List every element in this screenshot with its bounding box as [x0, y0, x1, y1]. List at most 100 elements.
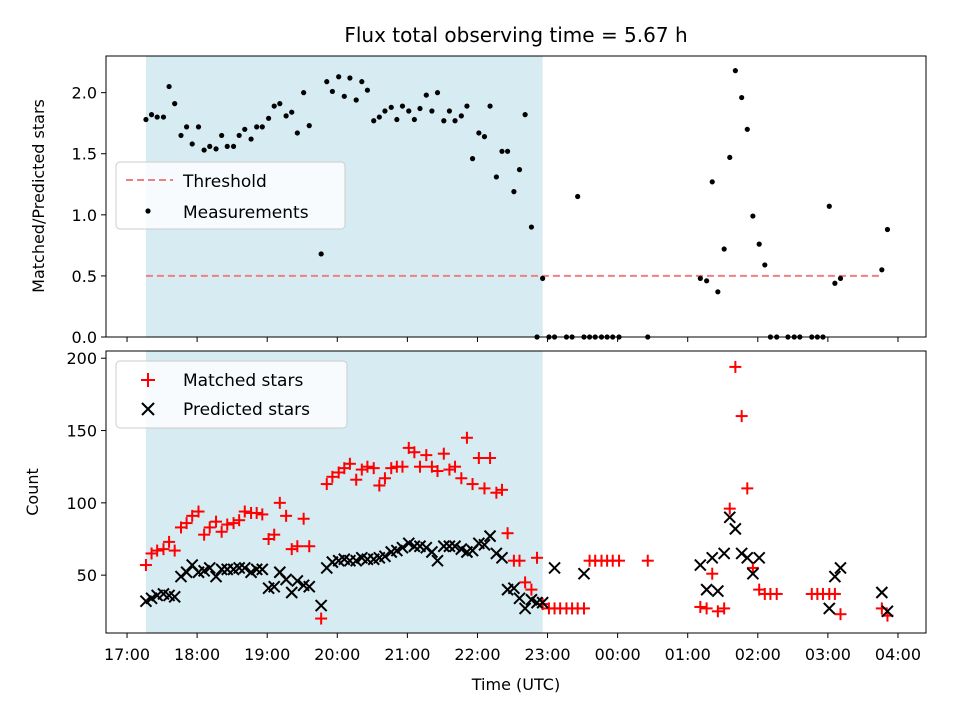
matched-star-point — [285, 543, 298, 556]
matched-star-point — [741, 482, 754, 495]
matched-star-point — [408, 446, 421, 459]
measurement-point — [178, 132, 184, 139]
predicted-star-point — [881, 605, 894, 618]
measurement-point — [371, 118, 377, 124]
predicted-star-point — [180, 566, 193, 579]
matched-star-point — [460, 431, 473, 444]
top-y-ticks: 0.0 0.5 1.0 1.5 2.0 — [72, 84, 106, 347]
matched-star-point — [834, 608, 847, 621]
matched-star-point — [256, 508, 269, 521]
measurement-point — [347, 75, 353, 81]
measurement-point — [458, 113, 464, 119]
measurement-point — [826, 203, 832, 209]
predicted-star-point — [706, 551, 719, 565]
predicted-star-point — [443, 540, 456, 553]
x-tick-label: 18:00 — [174, 645, 220, 664]
measurement-point — [376, 114, 382, 120]
matched-star-point — [139, 559, 152, 572]
bottom-x-ticks: 17:00 18:00 19:00 20:00 21:00 22:00 23:00 00:00… — [104, 633, 921, 664]
matched-star-point — [355, 463, 368, 476]
matched-star-point — [297, 512, 310, 525]
predicted-star-point — [717, 547, 731, 560]
predicted-star-point — [723, 511, 736, 524]
predicted-star-point — [314, 599, 328, 612]
matched-star-point — [186, 509, 199, 522]
measurement-point — [195, 124, 202, 130]
y-tick-label: 200 — [66, 349, 97, 368]
matched-star-point — [180, 517, 193, 530]
matched-star-point — [828, 587, 841, 600]
measurement-point — [762, 262, 768, 268]
bottom-y-ticks: 50 100 150 200 — [66, 349, 106, 585]
measurement-point — [697, 275, 703, 281]
measurement-point — [336, 74, 342, 80]
matched-star-point — [490, 486, 503, 499]
predicted-star-point — [291, 574, 304, 588]
matched-star-point — [145, 547, 158, 560]
y-tick-label: 0.5 — [72, 267, 97, 286]
measurement-point — [236, 132, 242, 139]
measurement-point — [522, 112, 528, 118]
measurement-point — [154, 114, 160, 120]
measurement-point — [417, 105, 423, 112]
x-tick-label: 22:00 — [454, 645, 500, 664]
measurement-point — [429, 108, 435, 114]
measurement-point — [394, 116, 400, 123]
measurement-point — [423, 92, 429, 98]
measurement-point — [166, 83, 172, 90]
matched-star-point — [723, 502, 736, 515]
matched-star-point — [746, 561, 759, 574]
measurement-point — [832, 280, 838, 286]
matched-star-point — [320, 478, 333, 491]
predicted-star-point — [828, 570, 842, 583]
measurement-point — [207, 143, 213, 150]
predicted-star-point — [256, 563, 269, 576]
measurement-point — [481, 134, 488, 140]
measurement-point — [359, 79, 365, 85]
matched-star-point — [706, 567, 719, 580]
top-x-ticks — [126, 337, 899, 342]
measurement-point — [540, 275, 546, 281]
predicted-star-point — [267, 580, 281, 593]
matched-star-point — [431, 465, 444, 478]
top-panel: 0.0 0.5 1.0 1.5 2.0 Flux total observing tim… — [29, 23, 927, 347]
y-tick-label: 1.5 — [72, 145, 97, 164]
matched-star-point — [250, 506, 263, 519]
measurement-point — [382, 108, 388, 114]
measurement-point — [213, 146, 219, 152]
predicted-star-point — [209, 570, 223, 583]
matched-star-point — [466, 478, 479, 491]
measurement-point — [709, 179, 715, 185]
measurement-point — [721, 246, 727, 252]
matched-star-point — [700, 602, 713, 615]
matched-star-point — [203, 521, 216, 534]
x-tick-label: 21:00 — [384, 645, 430, 664]
measurement-point — [160, 114, 167, 120]
predicted-star-point — [478, 538, 491, 551]
matched-star-point — [718, 602, 731, 615]
legend-threshold-label: Threshold — [182, 172, 267, 192]
predicted-star-point — [700, 583, 713, 596]
measurement-point — [406, 108, 412, 114]
measurement-point — [254, 124, 260, 130]
matched-star-point — [711, 605, 724, 618]
matched-star-point — [641, 554, 654, 567]
measurement-point — [230, 143, 237, 150]
predicted-star-point — [215, 563, 228, 576]
measurement-point — [289, 109, 295, 115]
measurement-point — [248, 136, 254, 142]
measurement-point — [434, 90, 441, 96]
matched-star-point — [198, 528, 211, 541]
measurement-point — [324, 79, 330, 85]
measurement-point — [143, 116, 149, 123]
measurement-point — [301, 90, 307, 96]
y-tick-label: 2.0 — [72, 84, 97, 103]
measurement-point — [265, 115, 272, 121]
matched-star-point — [215, 525, 228, 538]
predicted-star-point — [437, 540, 451, 553]
measurement-point — [739, 94, 745, 101]
measurement-point — [750, 213, 756, 219]
measurement-points — [143, 68, 891, 340]
measurement-point — [446, 108, 453, 114]
matched-star-point — [495, 483, 508, 496]
